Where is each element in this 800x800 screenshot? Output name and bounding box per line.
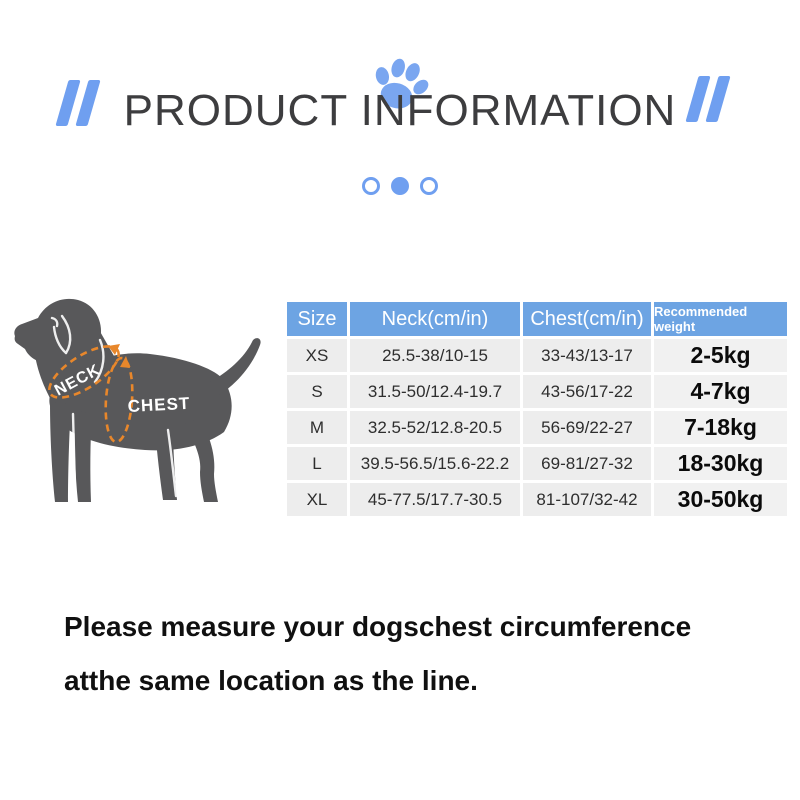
table-cell-weight: 7-18kg xyxy=(654,411,787,444)
table-cell-size: M xyxy=(287,411,347,444)
table-cell-neck: 45-77.5/17.7-30.5 xyxy=(350,483,520,516)
table-cell-neck: 32.5-52/12.8-20.5 xyxy=(350,411,520,444)
chest-label: CHEST xyxy=(127,394,191,416)
size-table: Size Neck(cm/in) Chest(cm/in) Recommende… xyxy=(287,302,787,516)
quote-marks-left-icon xyxy=(55,80,101,126)
page-title: PRODUCT INFORMATION xyxy=(123,86,677,135)
table-cell-size: XL xyxy=(287,483,347,516)
table-cell-weight: 4-7kg xyxy=(654,375,787,408)
col-header-size: Size xyxy=(287,302,347,336)
carousel-dot-3[interactable] xyxy=(420,177,438,195)
dog-measurement-diagram: NECK CHEST xyxy=(0,290,290,530)
dog-silhouette xyxy=(14,298,261,502)
col-header-neck: Neck(cm/in) xyxy=(350,302,520,336)
measurement-lines xyxy=(48,345,134,444)
table-cell-weight: 2-5kg xyxy=(654,339,787,372)
carousel-dot-1[interactable] xyxy=(362,177,380,195)
dog-detail-lines xyxy=(50,314,178,498)
table-cell-chest: 33-43/13-17 xyxy=(523,339,651,372)
table-cell-neck: 39.5-56.5/15.6-22.2 xyxy=(350,447,520,480)
col-header-chest: Chest(cm/in) xyxy=(523,302,651,336)
table-cell-chest: 56-69/22-27 xyxy=(523,411,651,444)
carousel-dot-2-active[interactable] xyxy=(391,177,409,195)
measurement-note: Please measure your dogschest circumfere… xyxy=(64,600,764,708)
paw-icon xyxy=(366,54,432,125)
measurement-arrowheads xyxy=(108,344,130,368)
note-line-2: atthe same location as the line. xyxy=(64,665,478,696)
note-line-1: Please measure your dogschest circumfere… xyxy=(64,611,692,642)
table-cell-size: S xyxy=(287,375,347,408)
table-cell-chest: 43-56/17-22 xyxy=(523,375,651,408)
carousel-indicator xyxy=(0,177,800,195)
quote-marks-right-icon xyxy=(685,76,731,122)
table-cell-neck: 25.5-38/10-15 xyxy=(350,339,520,372)
table-cell-neck: 31.5-50/12.4-19.7 xyxy=(350,375,520,408)
table-cell-size: L xyxy=(287,447,347,480)
table-cell-weight: 30-50kg xyxy=(654,483,787,516)
col-header-weight: Recommended weight xyxy=(654,302,787,336)
table-cell-chest: 69-81/27-32 xyxy=(523,447,651,480)
header: PRODUCT INFORMATION xyxy=(0,0,800,160)
table-cell-weight: 18-30kg xyxy=(654,447,787,480)
table-cell-chest: 81-107/32-42 xyxy=(523,483,651,516)
table-cell-size: XS xyxy=(287,339,347,372)
